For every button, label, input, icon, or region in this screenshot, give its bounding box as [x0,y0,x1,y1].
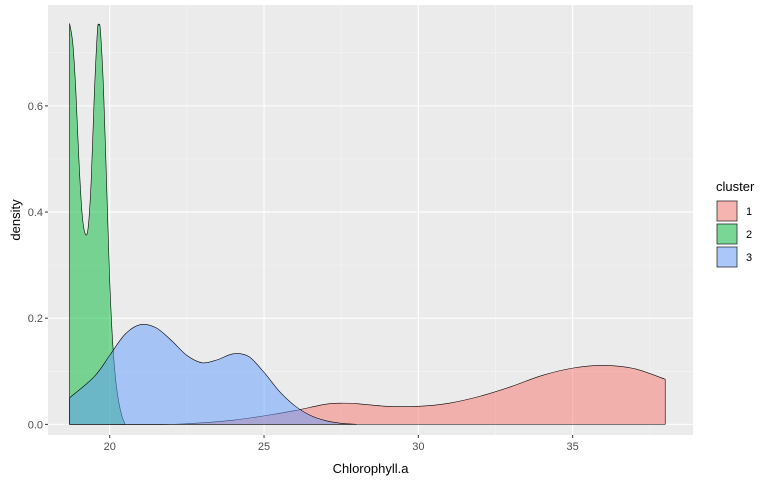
legend-label-cluster-3: 3 [746,252,752,264]
legend-swatch-cluster-1 [716,200,738,222]
y-axis-title: density [8,199,23,241]
density-area-cluster-3 [69,323,357,425]
y-tick-label: 0.4 [28,207,43,219]
x-tick-label: 30 [412,441,424,453]
x-tick-label: 20 [104,441,116,453]
legend-swatch-cluster-3 [716,246,738,268]
x-tick-label: 35 [567,441,579,453]
y-tick-label: 0.2 [28,313,43,325]
y-tick-label: 0.6 [28,101,43,113]
axes: 20 25 30 35 0.0 0.2 0.4 0.6 [28,101,579,453]
x-tick-label: 25 [258,441,270,453]
legend-label-cluster-1: 1 [746,206,752,218]
density-areas [69,23,666,425]
legend-title: cluster [716,179,755,194]
legend: cluster 1 2 3 [716,179,755,268]
legend-label-cluster-2: 2 [746,229,752,241]
x-axis-title: Chlorophyll.a [333,461,410,476]
y-tick-label: 0.0 [28,419,43,431]
grid-lines [48,5,693,435]
legend-swatch-cluster-2 [716,223,738,245]
